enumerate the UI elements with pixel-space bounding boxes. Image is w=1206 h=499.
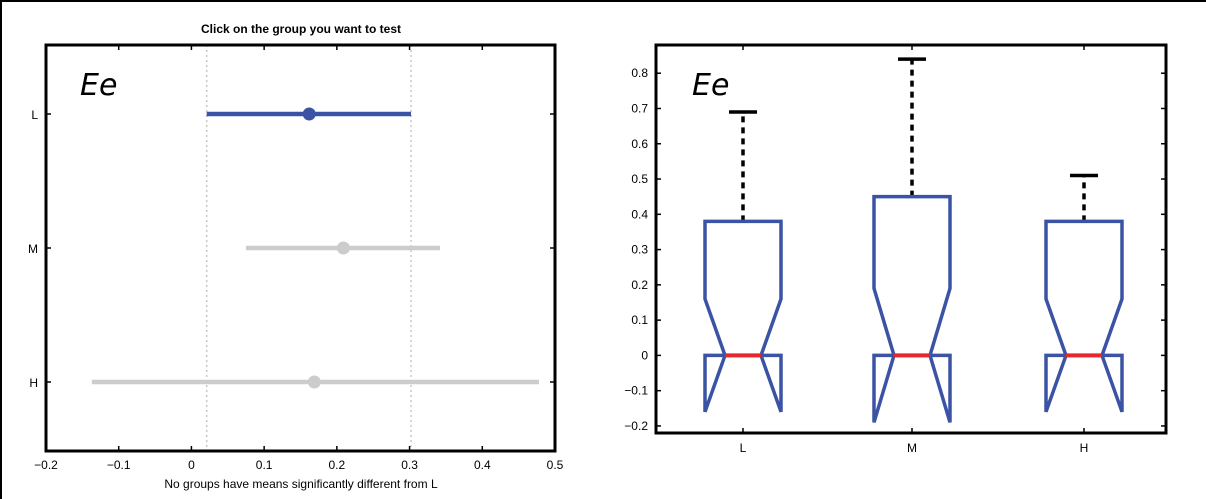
group-intervals[interactable] bbox=[91, 107, 540, 389]
x-tick-label: H bbox=[1080, 441, 1089, 455]
x-tick-label: −0.2 bbox=[34, 458, 58, 472]
chart-title: Click on the group you want to test bbox=[201, 22, 401, 36]
y-tick-label: −0.2 bbox=[624, 419, 648, 433]
y-tick-label: 0 bbox=[641, 348, 648, 362]
mean-marker[interactable] bbox=[307, 375, 321, 389]
y-tick-label: H bbox=[29, 376, 38, 390]
y-tick-label: 0.8 bbox=[631, 66, 648, 80]
mean-marker[interactable] bbox=[336, 241, 350, 255]
panel-label-left: Ee bbox=[80, 68, 117, 103]
box-outline bbox=[1044, 219, 1124, 413]
y-tick-label: 0.7 bbox=[631, 101, 648, 115]
y-tick-label: 0.3 bbox=[631, 243, 648, 257]
x-tick-label: 0.3 bbox=[401, 458, 418, 472]
interval-group-H[interactable] bbox=[91, 375, 540, 389]
box-H bbox=[1044, 173, 1124, 413]
y-axis-ticks: L M H bbox=[28, 108, 555, 390]
x-tick-label: 0.1 bbox=[256, 458, 273, 472]
box-L bbox=[703, 110, 783, 413]
x-tick-label: L bbox=[740, 441, 747, 455]
right-axes-box bbox=[654, 43, 1168, 435]
y-axis-ticks-right: 0.8 0.7 0.6 0.5 0.4 0.3 0.2 0.1 0 −0.1 −0.2 bbox=[624, 66, 1166, 433]
box-outline bbox=[872, 194, 952, 423]
y-tick-label: −0.1 bbox=[624, 384, 648, 398]
y-tick-label: 0.6 bbox=[631, 137, 648, 151]
mean-marker[interactable] bbox=[302, 107, 316, 121]
box-plot: 0.8 0.7 0.6 0.5 0.4 0.3 0.2 0.1 0 −0.1 −0.2 L M H Ee bbox=[624, 43, 1168, 455]
comparison-chart[interactable]: Click on the group you want to test −0.2… bbox=[28, 22, 564, 491]
panel-label-right: Ee bbox=[692, 68, 729, 103]
interval-group-L[interactable] bbox=[206, 107, 412, 121]
x-tick-label: −0.1 bbox=[107, 458, 131, 472]
x-tick-label: M bbox=[907, 441, 917, 455]
box-M bbox=[872, 57, 952, 423]
y-tick-label: 0.1 bbox=[631, 313, 648, 327]
x-axis-label: No groups have means significantly diffe… bbox=[164, 477, 438, 491]
x-tick-label: 0.4 bbox=[474, 458, 491, 472]
y-tick-label: M bbox=[28, 242, 38, 256]
interval-group-M[interactable] bbox=[245, 241, 441, 255]
x-tick-label: 0.5 bbox=[547, 458, 564, 472]
x-tick-label: 0.2 bbox=[329, 458, 346, 472]
y-tick-label: 0.2 bbox=[631, 278, 648, 292]
x-tick-label: 0 bbox=[188, 458, 195, 472]
x-axis-ticks: −0.2 −0.1 0 0.1 0.2 0.3 0.4 0.5 bbox=[34, 45, 564, 472]
y-tick-label: L bbox=[31, 108, 38, 122]
y-tick-label: 0.4 bbox=[631, 207, 648, 221]
box-elements bbox=[703, 57, 1124, 423]
box-outline bbox=[703, 219, 783, 413]
y-tick-label: 0.5 bbox=[631, 172, 648, 186]
